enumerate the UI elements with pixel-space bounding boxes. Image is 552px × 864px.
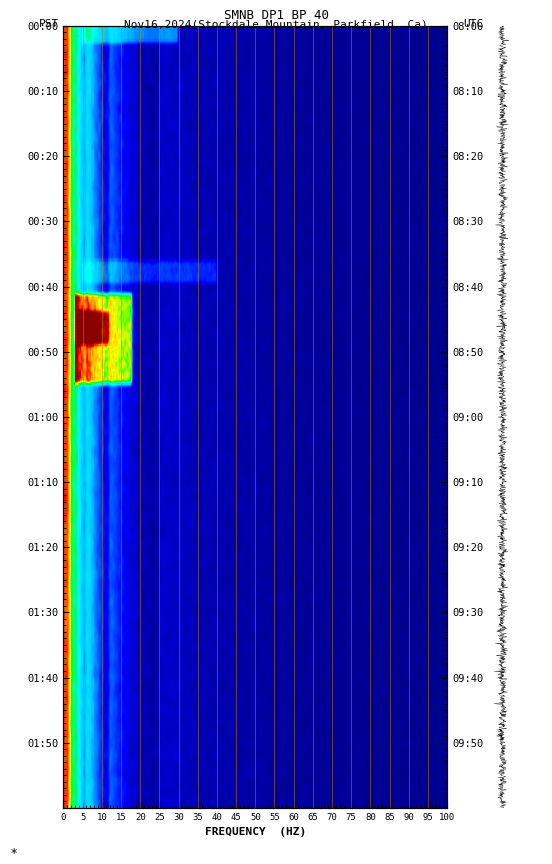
Text: *: * xyxy=(11,847,17,860)
X-axis label: FREQUENCY  (HZ): FREQUENCY (HZ) xyxy=(205,827,306,837)
Text: UTC: UTC xyxy=(464,19,484,29)
Text: Nov16,2024(Stockdale Mountain, Parkfield, Ca): Nov16,2024(Stockdale Mountain, Parkfield… xyxy=(124,19,428,29)
Text: PST: PST xyxy=(39,19,59,29)
Text: SMNB DP1 BP 40: SMNB DP1 BP 40 xyxy=(224,9,328,22)
